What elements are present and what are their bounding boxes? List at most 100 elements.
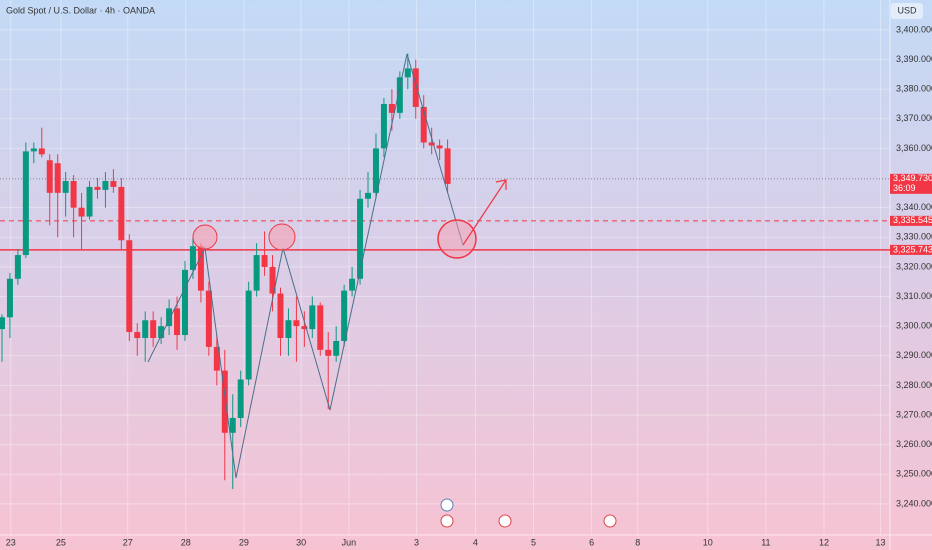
- x-tick-label: 30: [296, 537, 306, 547]
- candle-body: [444, 148, 451, 184]
- candle-body: [237, 379, 244, 418]
- candle-body: [78, 207, 85, 217]
- candle-body: [309, 305, 316, 330]
- candle-body: [253, 255, 260, 291]
- candle-body: [166, 308, 173, 327]
- x-tick-label: 10: [703, 537, 713, 547]
- pattern-drawing: [147, 53, 507, 479]
- candle-body: [245, 290, 252, 380]
- candle-body: [404, 68, 411, 78]
- countdown: 36:09: [893, 183, 916, 193]
- candle-body: [158, 326, 165, 339]
- candle-body: [189, 246, 196, 270]
- price-label: 3,335.545: [893, 215, 932, 225]
- y-tick-label: 3,390.000: [896, 54, 932, 64]
- candle-body: [293, 320, 300, 327]
- circle-marker: [437, 219, 477, 259]
- candle-body: [229, 417, 236, 433]
- currency: USD: [897, 5, 917, 15]
- candle-body: [22, 151, 29, 256]
- candle-body: [94, 186, 101, 190]
- circle-marker: [192, 224, 218, 250]
- y-tick-label: 3,320.000: [896, 261, 932, 271]
- candle-body: [372, 148, 379, 193]
- y-tick-label: 3,290.000: [896, 350, 932, 360]
- x-tick-label: 8: [635, 537, 640, 547]
- candle-body: [341, 290, 348, 341]
- y-tick-label: 3,270.000: [896, 409, 932, 419]
- x-tick-label: 11: [761, 537, 770, 547]
- candle-body: [86, 186, 93, 217]
- y-tick-label: 3,380.000: [896, 84, 932, 94]
- candle-body: [269, 266, 276, 294]
- candle-body: [396, 77, 403, 113]
- candle-body: [38, 148, 45, 155]
- y-tick-label: 3,400.000: [896, 24, 932, 34]
- candle-body: [380, 103, 387, 149]
- y-tick-label: 3,360.000: [896, 143, 932, 153]
- candle-body: [317, 305, 324, 350]
- candle-body: [301, 326, 308, 330]
- candle-body: [349, 278, 356, 291]
- candle-body: [126, 240, 133, 333]
- candle-body: [150, 320, 157, 339]
- x-tick-label: 25: [56, 537, 66, 547]
- event-icon: [498, 514, 512, 528]
- candle-body: [142, 320, 149, 339]
- y-tick-label: 3,330.000: [896, 232, 932, 242]
- candle-body: [70, 180, 77, 208]
- x-tick-label: 27: [123, 537, 133, 547]
- y-tick-label: 3,260.000: [896, 439, 932, 449]
- candle-body: [6, 278, 13, 318]
- x-tick-label: 23: [6, 537, 16, 547]
- candle-body: [285, 320, 292, 339]
- candle-body: [174, 308, 181, 336]
- y-tick-label: 3,370.000: [896, 113, 932, 123]
- candle-body: [213, 346, 220, 371]
- candle-body: [428, 142, 435, 146]
- y-tick-label: 3,340.000: [896, 202, 932, 212]
- candle-body: [118, 186, 125, 241]
- arrow-head: [495, 179, 507, 190]
- candle-body: [365, 192, 372, 199]
- candle-body: [388, 103, 395, 113]
- candle-body: [197, 246, 204, 291]
- candle-body: [261, 255, 268, 267]
- candle-body: [420, 106, 427, 143]
- candle-body: [0, 317, 5, 330]
- y-tick-label: 3,310.000: [896, 291, 932, 301]
- event-icon: [440, 498, 454, 512]
- arrow: [462, 179, 507, 246]
- x-tick-label: 5: [531, 537, 536, 547]
- currency-box: [891, 3, 923, 19]
- candle-body: [325, 349, 332, 356]
- x-tick-label: 29: [239, 537, 249, 547]
- price-label-box: [890, 173, 932, 194]
- y-tick-label: 3,250.000: [896, 469, 932, 479]
- price-label-box: [890, 215, 932, 226]
- candle-body: [412, 68, 419, 107]
- candle-body: [333, 340, 340, 356]
- price-label-box: [890, 244, 932, 255]
- candle-body: [436, 145, 443, 149]
- price-label: 3,349.730: [893, 173, 932, 183]
- y-tick-label: 3,280.000: [896, 380, 932, 390]
- x-tick-label: 12: [819, 537, 829, 547]
- candle-body: [110, 180, 117, 187]
- axes: 3,240.000 3,250.000 3,260.000 3,270.000 3,28…: [6, 24, 932, 547]
- candle-body: [62, 180, 69, 193]
- y-tick-label: 3,300.000: [896, 321, 932, 331]
- candle-body: [46, 160, 53, 193]
- candle-body: [30, 148, 37, 152]
- x-tick-label: 4: [473, 537, 478, 547]
- x-tick-label: 13: [875, 537, 885, 547]
- candle-body: [14, 255, 21, 279]
- x-tick-label: 28: [181, 537, 191, 547]
- candle-body: [134, 332, 141, 339]
- x-tick-label: 3: [414, 537, 419, 547]
- y-tick-label: 3,240.000: [896, 498, 932, 508]
- candle-body: [221, 370, 228, 433]
